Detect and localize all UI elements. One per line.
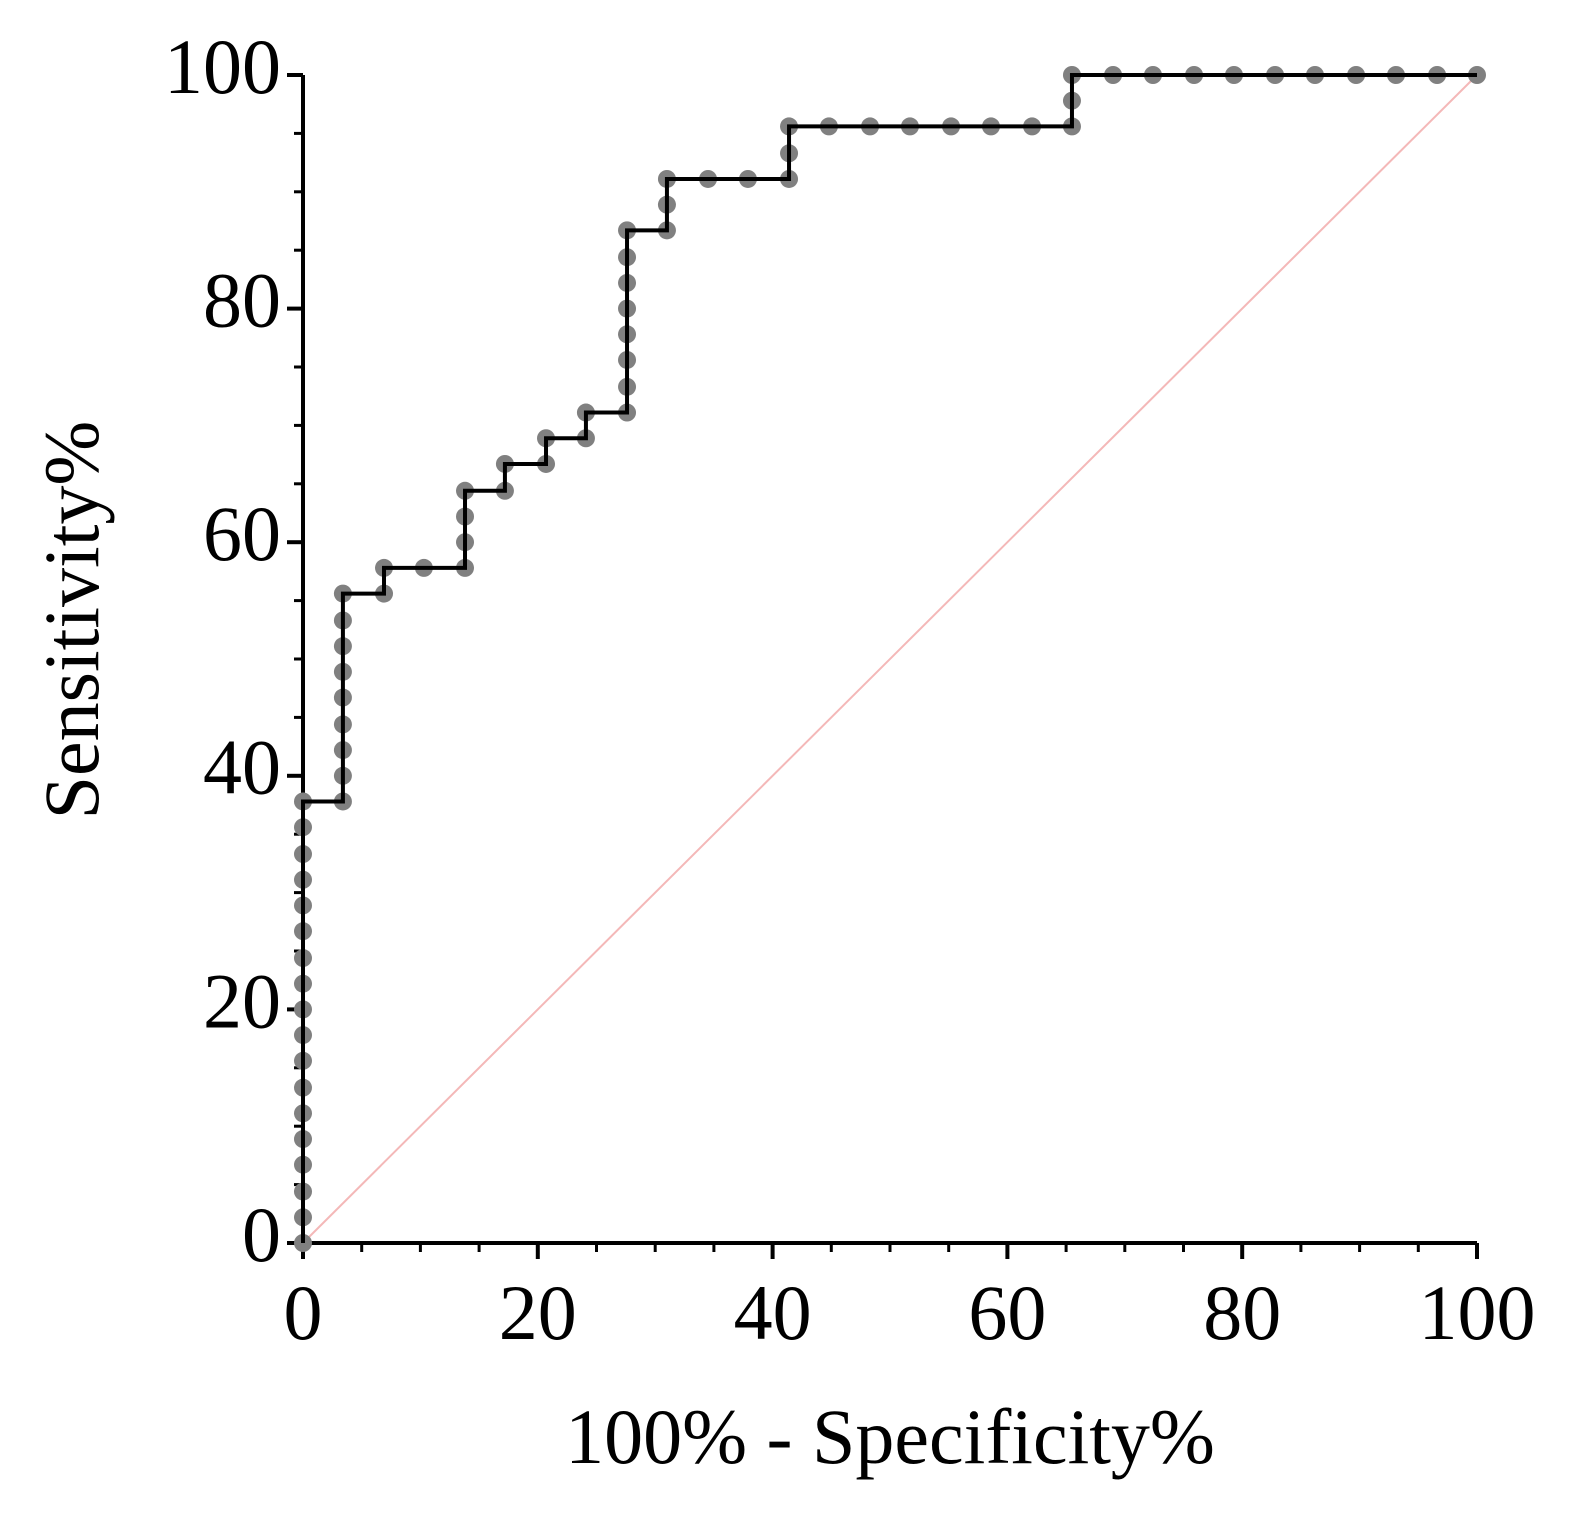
y-tick-label: 60 (203, 490, 281, 577)
roc-line (301, 73, 1477, 1243)
y-tick-label: 80 (203, 257, 281, 344)
x-tick-label: 60 (968, 1269, 1046, 1356)
x-tick-label: 40 (734, 1269, 812, 1356)
x-tick-label: 20 (499, 1269, 577, 1356)
x-tick-label: 80 (1203, 1269, 1281, 1356)
y-axis-label: Sensitivity% (28, 421, 115, 820)
y-tick-label: 40 (203, 724, 281, 811)
x-tick-label: 0 (284, 1269, 323, 1356)
y-tick-label: 100 (164, 23, 281, 110)
reference-line (302, 74, 1478, 1244)
x-tick-label: 100 (1419, 1269, 1536, 1356)
x-axis-label: 100% - Specificity% (565, 1393, 1215, 1480)
y-tick-label: 20 (203, 957, 281, 1044)
y-tick-label: 0 (242, 1191, 281, 1278)
